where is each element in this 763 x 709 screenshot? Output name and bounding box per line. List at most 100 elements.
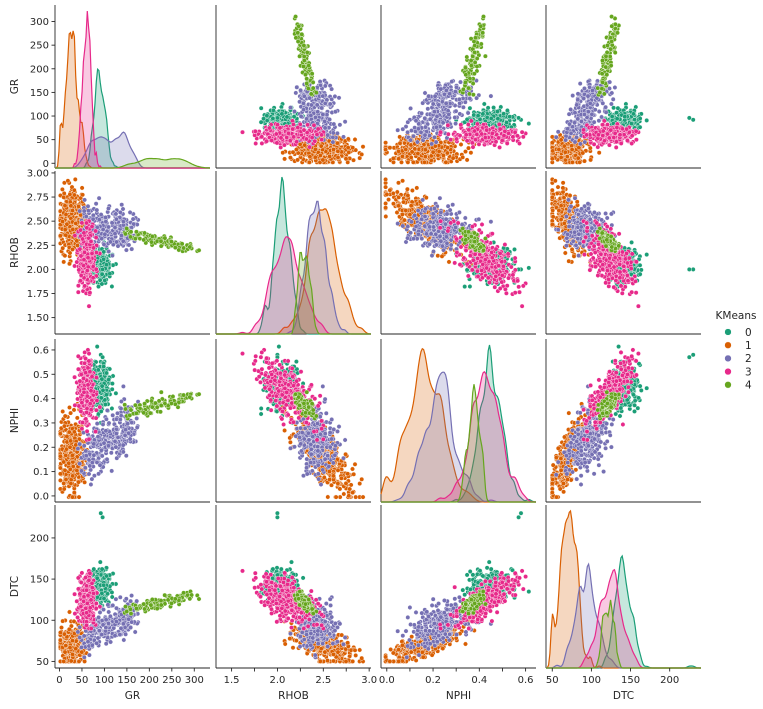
scatter-point: [419, 110, 424, 116]
scatter-point: [61, 259, 67, 265]
scatter-point: [306, 63, 312, 68]
scatter-point: [317, 153, 323, 158]
scatter-point: [301, 93, 307, 99]
y-tick-label: 150: [30, 88, 49, 99]
scatter-point: [468, 150, 474, 156]
scatter-point: [614, 116, 620, 122]
scatter-point: [104, 262, 109, 268]
scatter-point: [574, 134, 579, 140]
scatter-point: [240, 129, 245, 135]
scatter-point: [334, 140, 340, 146]
scatter-point: [422, 90, 428, 96]
panel-GR-vs-NPHI: [380, 5, 536, 169]
scatter-point: [481, 14, 486, 20]
scatter-point: [284, 114, 290, 120]
scatter-point: [563, 137, 568, 143]
y-tick-label: 300: [30, 17, 49, 28]
scatter-point: [612, 50, 618, 55]
y-tick-label: 100: [30, 112, 49, 123]
scatter-point: [445, 131, 451, 137]
scatter-point: [458, 142, 464, 147]
scatter-point: [464, 138, 470, 144]
scatter-point: [278, 135, 284, 141]
scatter-point: [550, 148, 556, 154]
scatter-point: [582, 158, 587, 164]
scatter-point: [464, 117, 470, 122]
scatter-point: [561, 143, 567, 149]
scatter-point: [463, 132, 469, 138]
scatter-point: [595, 144, 601, 150]
scatter-point: [460, 154, 466, 160]
scatter-point: [591, 141, 597, 147]
scatter-point: [615, 30, 620, 36]
scatter-point: [629, 121, 634, 127]
scatter-point: [304, 50, 310, 55]
scatter-point: [269, 138, 275, 143]
scatter-point: [301, 107, 306, 113]
scatter-point: [290, 126, 296, 132]
scatter-point: [293, 14, 298, 20]
scatter-point: [454, 84, 459, 90]
scatter-point: [463, 149, 468, 155]
scatter-point: [597, 90, 603, 96]
scatter-point: [327, 153, 332, 159]
scatter-point: [63, 232, 69, 238]
scatter-point: [588, 157, 593, 163]
scatter-point: [273, 131, 279, 137]
scatter-point: [577, 159, 583, 165]
scatter-point: [58, 233, 63, 239]
scatter-point: [383, 147, 388, 153]
scatter-point: [634, 137, 639, 143]
scatter-point: [457, 133, 463, 139]
scatter-point: [74, 238, 80, 244]
scatter-point: [335, 154, 341, 160]
scatter-point: [608, 63, 614, 68]
scatter-point: [526, 121, 532, 127]
scatter-point: [460, 86, 466, 92]
scatter-point: [70, 208, 76, 213]
scatter-point: [472, 128, 477, 134]
scatter-point: [517, 141, 522, 146]
scatter-point: [600, 122, 606, 128]
scatter-point: [422, 132, 428, 138]
scatter-point: [478, 41, 484, 47]
scatter-point: [408, 137, 413, 143]
scatter-point: [566, 111, 572, 117]
scatter-point: [495, 116, 501, 122]
scatter-point: [587, 145, 593, 151]
scatter-point: [454, 136, 459, 142]
scatter-point: [485, 105, 491, 111]
scatter-point: [568, 130, 574, 136]
scatter-point: [309, 71, 315, 77]
scatter-point: [457, 100, 463, 106]
scatter-point: [609, 14, 614, 20]
scatter-point: [482, 53, 488, 59]
scatter-point: [405, 119, 411, 125]
scatter-point: [405, 129, 410, 135]
scatter-point: [467, 91, 472, 97]
scatter-point: [582, 86, 587, 91]
scatter-point: [484, 127, 490, 133]
scatter-point: [351, 157, 356, 163]
scatter-point: [466, 85, 471, 91]
scatter-point: [466, 145, 471, 151]
scatter-point: [314, 132, 320, 137]
scatter-point: [478, 23, 484, 29]
scatter-point: [422, 154, 428, 160]
scatter-point: [501, 133, 507, 139]
scatter-point: [62, 203, 68, 209]
scatter-point: [567, 121, 572, 127]
scatter-point: [422, 159, 427, 165]
scatter-point: [609, 101, 614, 107]
scatter-point: [585, 93, 591, 99]
scatter-point: [397, 134, 403, 140]
scatter-point: [493, 139, 499, 145]
kde-line-4: [55, 157, 211, 169]
scatter-point: [433, 139, 439, 145]
scatter-point: [390, 155, 396, 161]
scatter-point: [408, 154, 414, 160]
scatter-point: [430, 101, 436, 107]
scatter-point: [603, 64, 609, 70]
scatter-point: [624, 126, 629, 132]
